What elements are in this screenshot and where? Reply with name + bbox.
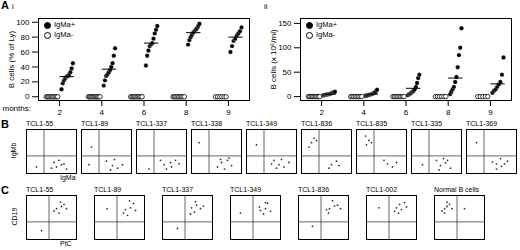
html-text:ii: ii bbox=[264, 2, 268, 11]
html-text:IgMa+: IgMa+ bbox=[316, 20, 338, 29]
html-text:TCL1-349: TCL1-349 bbox=[246, 120, 278, 127]
html-text:TCL1-89: TCL1-89 bbox=[94, 186, 122, 193]
svg-text:6: 6 bbox=[404, 108, 409, 117]
svg-text:4: 4 bbox=[100, 108, 105, 117]
svg-text:B cells (% of Ly): B cells (% of Ly) bbox=[7, 30, 16, 88]
html-text:TCL1-002: TCL1-002 bbox=[366, 186, 398, 193]
html-text:TCL1-55: TCL1-55 bbox=[26, 120, 54, 127]
svg-text:0: 0 bbox=[287, 92, 292, 101]
html-text:TCL1-55: TCL1-55 bbox=[26, 186, 54, 193]
html-text:TCL1-349: TCL1-349 bbox=[230, 186, 262, 193]
html-text:A i: A i bbox=[1, 0, 14, 11]
html-text:TCL1-338: TCL1-338 bbox=[191, 120, 223, 127]
svg-text:9: 9 bbox=[226, 108, 231, 117]
svg-text:4: 4 bbox=[362, 108, 367, 117]
html-text:CD19: CD19 bbox=[11, 207, 19, 226]
html-text:TCL1-337: TCL1-337 bbox=[136, 120, 168, 127]
html-text:TCL1-335: TCL1-335 bbox=[411, 120, 443, 127]
svg-text:40: 40 bbox=[21, 63, 30, 72]
html-text:PtC: PtC bbox=[60, 240, 72, 247]
html-text:TCL1-836: TCL1-836 bbox=[298, 186, 330, 193]
html-text:TCL1-89: TCL1-89 bbox=[81, 120, 109, 127]
svg-text:60: 60 bbox=[21, 48, 30, 57]
svg-text:months:: months: bbox=[3, 104, 31, 113]
html-text:TCL1-337: TCL1-337 bbox=[162, 186, 194, 193]
html-text:Normal B cells: Normal B cells bbox=[434, 186, 480, 193]
svg-text:8: 8 bbox=[184, 108, 189, 117]
svg-text:100: 100 bbox=[278, 43, 292, 52]
svg-text:50: 50 bbox=[283, 68, 292, 77]
svg-text:80: 80 bbox=[21, 33, 30, 42]
html-text:IgMa: IgMa bbox=[60, 174, 76, 181]
svg-text:100: 100 bbox=[16, 18, 30, 27]
svg-text:2: 2 bbox=[57, 108, 62, 117]
svg-text:2: 2 bbox=[319, 108, 324, 117]
html-text:C: C bbox=[1, 184, 9, 196]
svg-text:8: 8 bbox=[446, 108, 451, 117]
html-text:IgMb: IgMb bbox=[10, 142, 18, 159]
html-text:IgMa-: IgMa- bbox=[54, 30, 74, 39]
html-text:TCL1-835: TCL1-835 bbox=[356, 120, 388, 127]
svg-text:150: 150 bbox=[278, 19, 292, 28]
html-text:TCL1-836: TCL1-836 bbox=[301, 120, 333, 127]
html-text:B: B bbox=[1, 118, 9, 130]
html-text:TCL1-369: TCL1-369 bbox=[466, 120, 498, 127]
svg-text:9: 9 bbox=[488, 108, 493, 117]
svg-text:B cells (x 10⁶/ml): B cells (x 10⁶/ml) bbox=[269, 29, 278, 90]
html-text:IgMa-: IgMa- bbox=[316, 30, 336, 39]
svg-text:6: 6 bbox=[142, 108, 147, 117]
svg-text:20: 20 bbox=[21, 77, 30, 86]
html-text:IgMa+: IgMa+ bbox=[54, 20, 76, 29]
svg-text:0: 0 bbox=[25, 92, 30, 101]
